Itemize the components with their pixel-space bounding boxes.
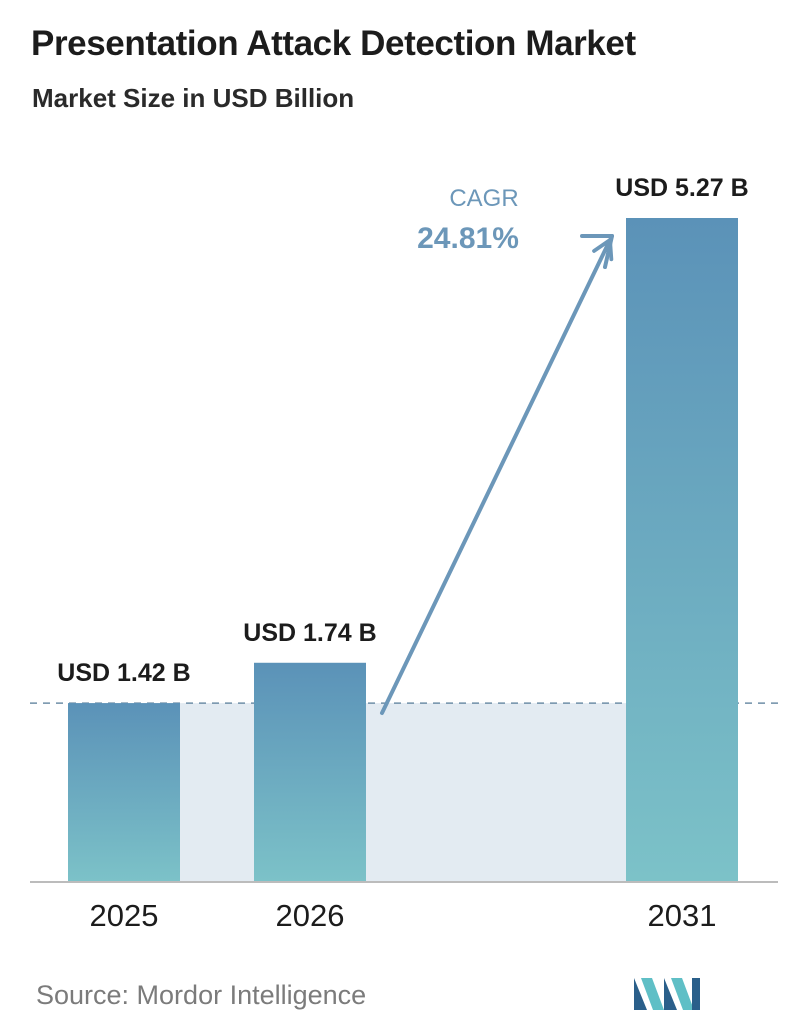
value-label-2031: USD 5.27 B	[615, 174, 748, 202]
value-label-2025: USD 1.42 B	[57, 659, 190, 687]
x-tick-label-2031: 2031	[648, 898, 717, 933]
value-label-2026: USD 1.74 B	[243, 619, 376, 647]
bar-2025	[68, 703, 180, 882]
cagr-arrow-head-side	[603, 234, 614, 269]
bar-chart: USD 1.42 B 2025 USD 1.74 B 2026 USD 5.27 B 20…	[30, 174, 780, 933]
mordor-intelligence-logo	[634, 978, 700, 1010]
cagr-label: CAGR	[449, 185, 518, 212]
x-tick-label-2025: 2025	[90, 898, 159, 933]
bar-2031	[626, 218, 738, 882]
chart-title: Presentation Attack Detection Market	[31, 24, 636, 63]
cagr-arrow	[380, 238, 614, 715]
source-note: Source: Mordor Intelligence	[36, 980, 367, 1010]
chart-subtitle: Market Size in USD Billion	[32, 83, 355, 113]
bar-2026	[254, 662, 366, 882]
x-tick-label-2026: 2026	[276, 898, 345, 933]
cagr-value: 24.81%	[417, 222, 519, 255]
